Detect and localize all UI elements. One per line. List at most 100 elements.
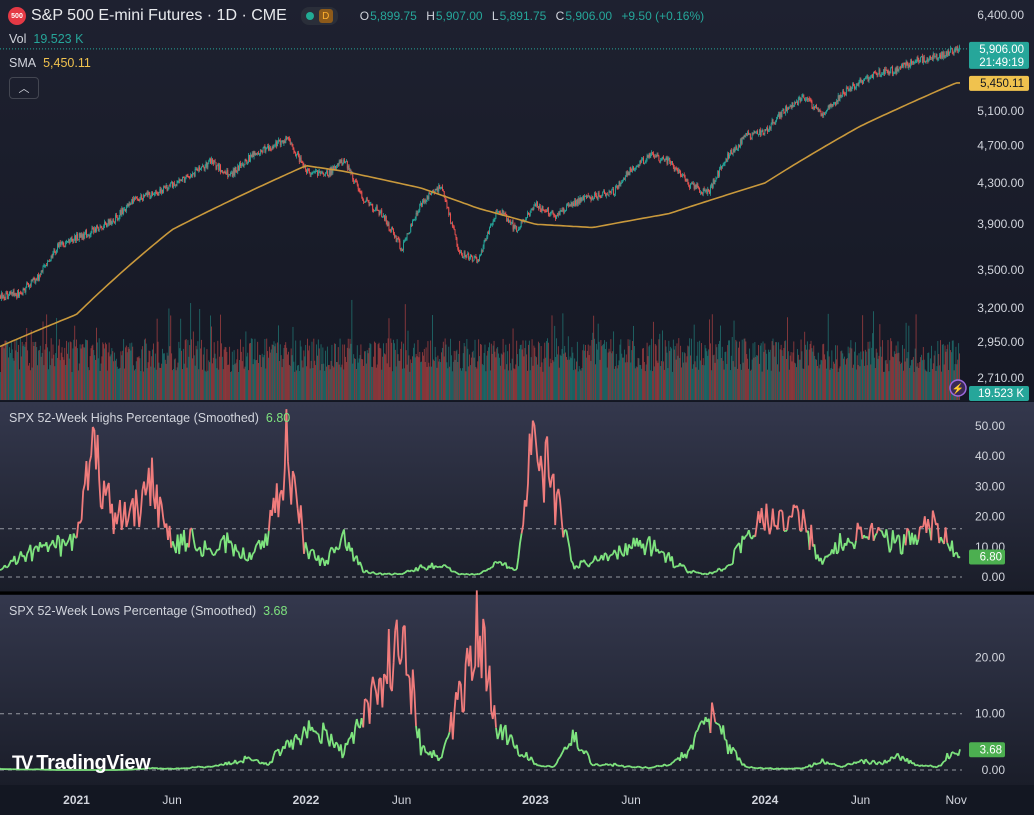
candle-body [531, 208, 533, 210]
volume-bar [264, 338, 266, 400]
candle-body [650, 154, 652, 158]
highs-legend[interactable]: SPX 52-Week Highs Percentage (Smoothed) 6… [9, 411, 290, 425]
volume-bar [152, 349, 154, 400]
volume-bar [355, 368, 357, 400]
volume-bar [104, 348, 106, 400]
tradingview-logo[interactable]: TV TradingView [12, 752, 151, 775]
candle-body [312, 172, 314, 174]
volume-bar [171, 353, 173, 400]
time-axis-tick-label: Nov [946, 793, 967, 807]
volume-bar [374, 342, 376, 400]
volume-bar [915, 314, 917, 400]
volume-bar [666, 352, 668, 400]
candle-body [459, 251, 461, 253]
candle-body [935, 53, 937, 57]
volume-legend[interactable]: Vol 19.523 K [9, 32, 83, 46]
volume-bar [643, 348, 644, 400]
volume-bar [541, 362, 543, 400]
volume-bar [363, 365, 365, 400]
time-axis-tick-label: Jun [621, 793, 640, 807]
candle-body [159, 188, 161, 193]
candle-body [46, 265, 48, 267]
volume-bar [819, 364, 821, 400]
candle-body [339, 161, 341, 163]
volume-bar [717, 359, 719, 400]
candle-body [596, 196, 598, 200]
volume-bar [658, 339, 660, 400]
candle-body [594, 193, 596, 199]
candle-body [355, 180, 357, 183]
candle-body [458, 249, 460, 252]
candle-body [559, 210, 561, 216]
sma-legend[interactable]: SMA 5,450.11 [9, 56, 91, 70]
candle-body [719, 168, 720, 177]
volume-bar [336, 361, 337, 400]
candle-body [10, 292, 12, 294]
candle-body [108, 219, 110, 224]
candle-body [36, 279, 38, 281]
volume-bar [224, 346, 226, 400]
candle-body [753, 130, 755, 134]
candle-body [412, 220, 414, 222]
volume-bar [908, 325, 910, 400]
candle-body [614, 186, 616, 194]
volume-bar [832, 368, 834, 400]
candle-body [336, 163, 338, 167]
volume-bar [949, 341, 951, 400]
volume-bar [206, 349, 208, 400]
candle-body [364, 201, 366, 203]
candle-body [949, 51, 951, 55]
candle-body [153, 193, 155, 195]
symbol-title[interactable]: S&P 500 E-mini Futures · 1D · CME [31, 7, 287, 24]
volume-bar [725, 351, 727, 400]
volume-bar [562, 313, 564, 400]
market-status-pill[interactable]: D [300, 7, 338, 25]
candle-body [739, 139, 741, 147]
volume-bar [636, 367, 638, 400]
candle-body [917, 57, 919, 60]
volume-bar [740, 369, 742, 400]
volume-bar [101, 356, 103, 400]
candle-body [800, 98, 802, 102]
volume-bar [905, 322, 907, 400]
candle-body [394, 235, 396, 238]
volume-legend-value: 19.523 K [33, 32, 84, 46]
candle-body [124, 208, 125, 210]
candle-body [750, 138, 752, 140]
candle-body [206, 162, 208, 168]
volume-bar [348, 348, 350, 400]
volume-bar [48, 351, 50, 400]
candle-body [148, 192, 150, 194]
lightning-icon-glyph: ⚡ [952, 382, 964, 395]
candle-body [622, 179, 624, 182]
volume-bar [80, 348, 82, 400]
candle-body [54, 250, 56, 252]
highs-axis-tick-label: 40.00 [975, 449, 1005, 463]
volume-bar [1, 346, 3, 400]
candle-body [892, 66, 893, 74]
candle-body [926, 58, 928, 61]
volume-bar [540, 346, 542, 400]
volume-bar [662, 330, 663, 400]
candle-body [67, 239, 69, 242]
candle-body [397, 238, 399, 240]
volume-bar [156, 318, 158, 400]
lows-legend[interactable]: SPX 52-Week Lows Percentage (Smoothed) 3.… [9, 604, 287, 618]
candle-body [881, 74, 883, 76]
volume-bar [742, 362, 744, 400]
volume-bar [312, 368, 314, 400]
volume-bar [153, 367, 155, 400]
candle-body [13, 290, 15, 296]
candle-body [233, 169, 235, 175]
volume-bar [30, 330, 32, 400]
candle-body [854, 87, 856, 89]
candle-body [222, 172, 224, 174]
volume-bar [143, 371, 144, 400]
volume-bar [338, 364, 340, 400]
volume-bar [436, 367, 438, 400]
candle-body [829, 104, 831, 108]
collapse-legend-button[interactable]: ︿ [9, 77, 39, 99]
volume-bar [606, 367, 608, 400]
candle-body [746, 133, 748, 136]
